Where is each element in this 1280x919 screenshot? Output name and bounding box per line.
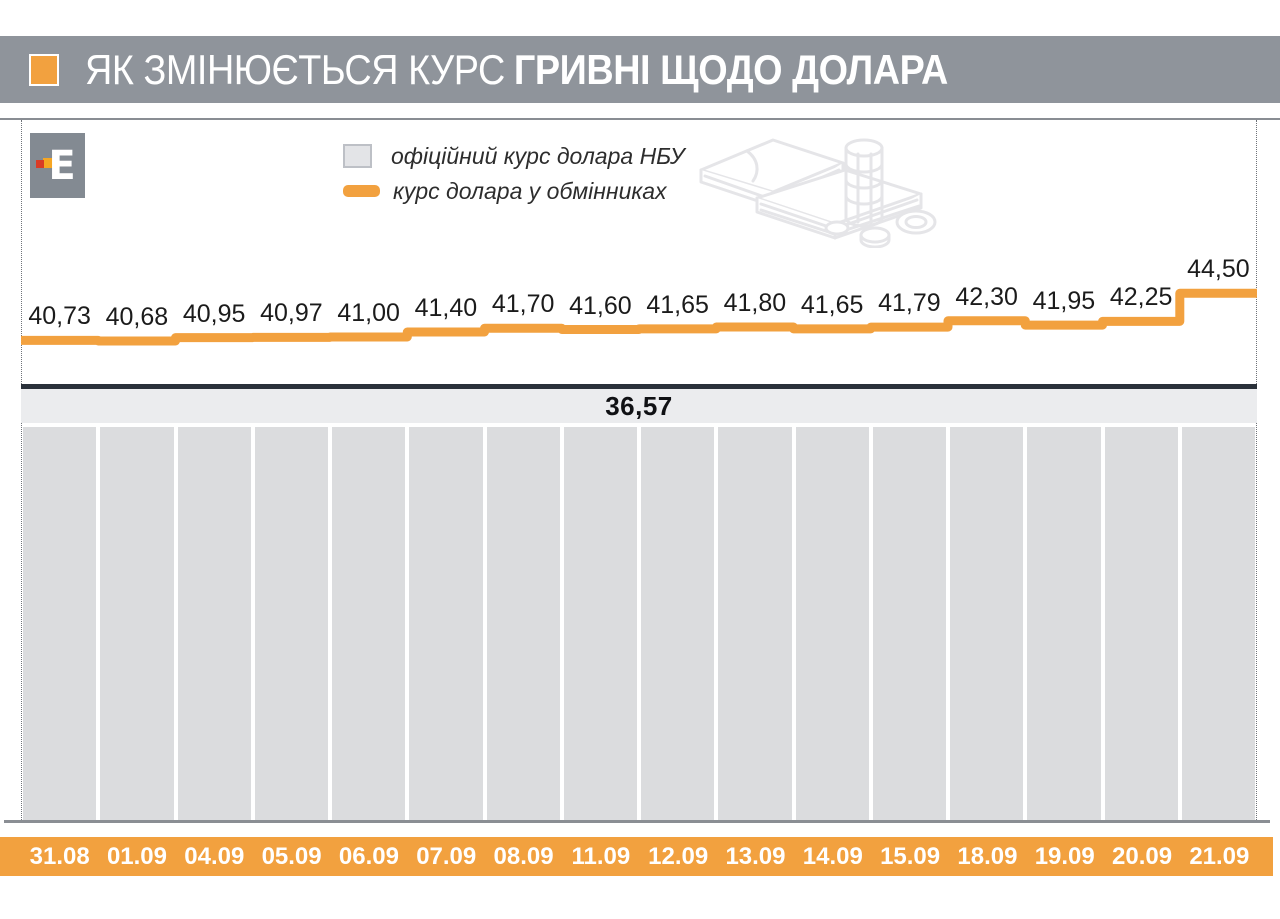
day-column xyxy=(872,427,946,820)
legend-swatch-orange-line xyxy=(343,185,380,197)
rate-value-label: 41,79 xyxy=(878,289,941,318)
rate-value-label: 41,70 xyxy=(491,290,555,319)
page-title-emphasis: ГРИВНІ ЩОДО ДОЛАРА xyxy=(513,45,948,93)
rate-value-label: 41,00 xyxy=(337,299,400,327)
date-bar: 31.08 01.09 04.09 05.09 06.09 07.09 08.09 11.09… xyxy=(0,837,1273,876)
rate-value-label: 40,68 xyxy=(105,303,169,331)
date-label: 19.09 xyxy=(1034,842,1095,870)
rate-value-label: 41,65 xyxy=(646,290,709,319)
legend-label-exchange: курс долара у обмінниках xyxy=(393,177,667,204)
date-label: 04.09 xyxy=(184,842,245,870)
title-accent-square xyxy=(29,54,59,86)
logo-dot-red xyxy=(36,160,44,168)
date-label: 20.09 xyxy=(1112,842,1173,870)
chart-top-rule xyxy=(0,118,1280,120)
rate-value-label: 40,73 xyxy=(28,302,91,331)
rate-value-label: 42,30 xyxy=(955,282,1018,311)
nbu-rate-value: 36,57 xyxy=(605,390,673,421)
espreso-logo: E xyxy=(30,133,85,198)
day-column xyxy=(563,427,637,820)
day-column xyxy=(486,427,560,820)
date-label: 01.09 xyxy=(106,842,167,870)
logo-letter: E xyxy=(48,142,76,189)
date-label: 31.08 xyxy=(29,842,90,870)
nbu-rate-line xyxy=(21,384,1257,389)
legend-swatch-gray-square xyxy=(343,144,372,168)
date-label: 11.09 xyxy=(571,842,631,870)
rate-value-label: 42,25 xyxy=(1109,283,1173,312)
day-column xyxy=(332,427,406,820)
date-label: 18.09 xyxy=(957,842,1018,870)
day-column xyxy=(950,427,1024,820)
date-label: 13.09 xyxy=(725,842,786,870)
day-column xyxy=(1027,427,1101,820)
rate-value-label: 41,95 xyxy=(1032,287,1096,316)
date-label: 06.09 xyxy=(338,842,399,870)
day-column xyxy=(641,427,715,820)
chart-left-dotted-border xyxy=(21,120,22,820)
legend: офіційний курс долара НБУ курс долара у … xyxy=(343,142,685,205)
rate-value-label: 44,50 xyxy=(1187,255,1250,284)
logo-dot-orange xyxy=(43,158,53,168)
chart-right-dotted-border xyxy=(1256,120,1257,820)
day-column xyxy=(1181,427,1255,820)
day-column xyxy=(409,427,483,820)
rate-value-label: 41,60 xyxy=(569,291,632,320)
chart-bottom-rule xyxy=(4,820,1270,823)
chart-columns xyxy=(21,427,1257,820)
day-column xyxy=(254,427,328,820)
date-label: 21.09 xyxy=(1189,842,1250,870)
day-column xyxy=(795,427,869,820)
rate-value-label: 41,80 xyxy=(723,289,787,317)
page-title-regular: ЯК ЗМІНЮЄТЬСЯ КУРС xyxy=(85,45,505,93)
legend-label-nbu: офіційний курс долара НБУ xyxy=(391,142,685,169)
legend-item-nbu: офіційний курс долара НБУ xyxy=(343,142,685,170)
day-column xyxy=(23,427,97,820)
day-column xyxy=(100,427,174,820)
title-bar: ЯК ЗМІНЮЄТЬСЯ КУРС ГРИВНІ ЩОДО ДОЛАРА xyxy=(0,36,1280,103)
day-column xyxy=(1104,427,1178,820)
date-label: 15.09 xyxy=(880,842,941,870)
rate-value-label: 41,40 xyxy=(414,294,478,322)
day-column xyxy=(177,427,251,820)
page-title: ЯК ЗМІНЮЄТЬСЯ КУРС ГРИВНІ ЩОДО ДОЛАРА xyxy=(85,36,948,103)
date-label: 12.09 xyxy=(648,842,709,870)
date-label: 14.09 xyxy=(802,842,863,870)
rate-value-label: 40,95 xyxy=(182,299,246,328)
rate-value-label: 41,65 xyxy=(800,290,864,319)
nbu-rate-band: 36,57 xyxy=(21,389,1257,423)
rate-value-label: 40,97 xyxy=(260,299,323,328)
date-label: 05.09 xyxy=(261,842,322,870)
date-label: 08.09 xyxy=(493,842,554,870)
date-label: 07.09 xyxy=(416,842,477,870)
day-column xyxy=(718,427,792,820)
legend-item-exchange: курс долара у обмінниках xyxy=(343,177,685,205)
money-illustration xyxy=(699,138,937,248)
